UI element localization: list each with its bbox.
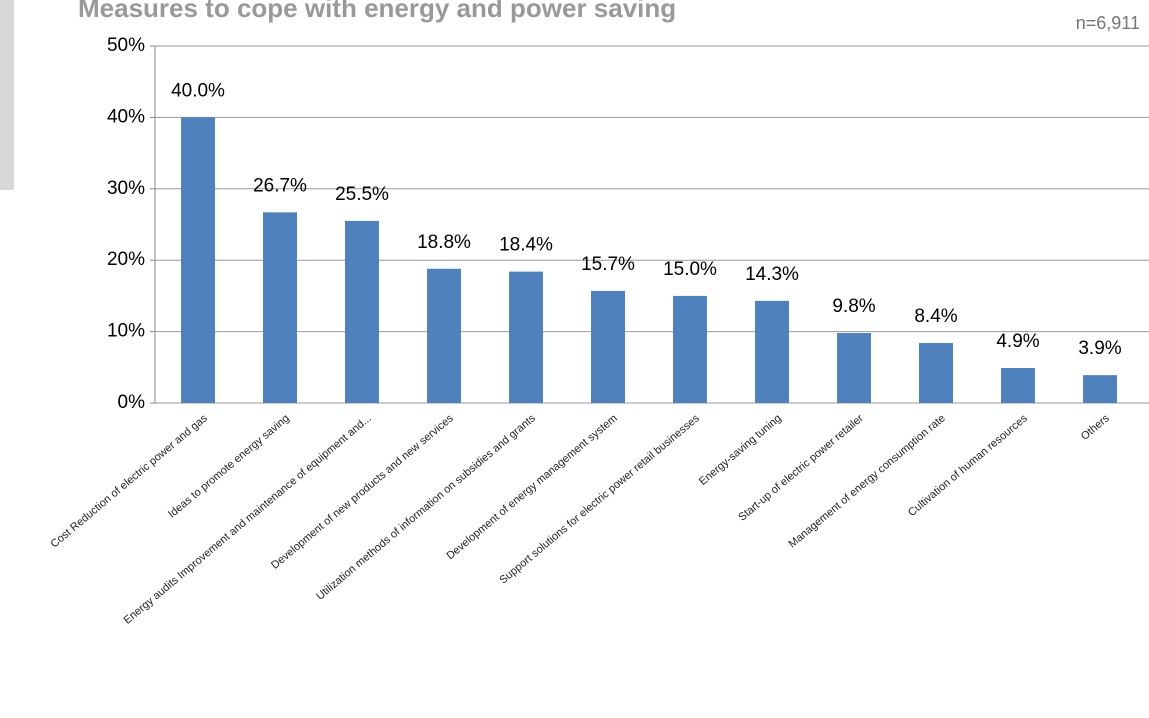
value-label: 4.9% — [996, 331, 1039, 352]
x-tick-label: Energy-saving tuning — [697, 412, 784, 488]
bar — [263, 212, 297, 403]
x-tick-label: Management of energy consumption rate — [786, 412, 947, 550]
decoration — [0, 0, 14, 190]
value-label: 9.8% — [832, 296, 875, 317]
value-label: 18.4% — [499, 235, 553, 256]
bar — [1083, 375, 1117, 403]
chart-title: Measures to cope with energy and power s… — [78, 0, 676, 23]
value-label: 40.0% — [171, 80, 225, 101]
y-tick-label: 40% — [107, 106, 145, 127]
bar — [509, 271, 543, 403]
bar — [673, 295, 707, 403]
bar — [1001, 368, 1035, 403]
bar — [591, 290, 625, 403]
value-label: 25.5% — [335, 184, 389, 205]
value-label: 14.3% — [745, 264, 799, 285]
x-tick-label: Cost Reduction of electric power and gas — [48, 412, 210, 550]
value-label: 18.8% — [417, 232, 471, 253]
value-label: 3.9% — [1078, 338, 1121, 359]
value-label: 26.7% — [253, 175, 307, 196]
bar — [427, 268, 461, 403]
x-tick-label: Others — [1079, 412, 1112, 443]
y-tick-label: 0% — [118, 392, 146, 413]
bar — [755, 300, 789, 403]
bar — [919, 343, 953, 403]
bar — [181, 117, 215, 404]
y-tick-label: 10% — [107, 321, 145, 342]
x-tick-label: Development of new products and new serv… — [269, 412, 456, 572]
value-label: 15.0% — [663, 259, 717, 280]
y-tick-label: 30% — [107, 178, 145, 199]
value-label: 15.7% — [581, 254, 635, 275]
bar — [345, 220, 379, 403]
y-tick-label: 20% — [107, 249, 145, 270]
x-tick-label: Development of energy management system — [444, 412, 619, 562]
value-label: 8.4% — [914, 306, 957, 327]
y-tick-label: 50% — [107, 35, 145, 56]
sample-note: n=6,911 — [1076, 13, 1140, 33]
bar — [837, 333, 871, 403]
